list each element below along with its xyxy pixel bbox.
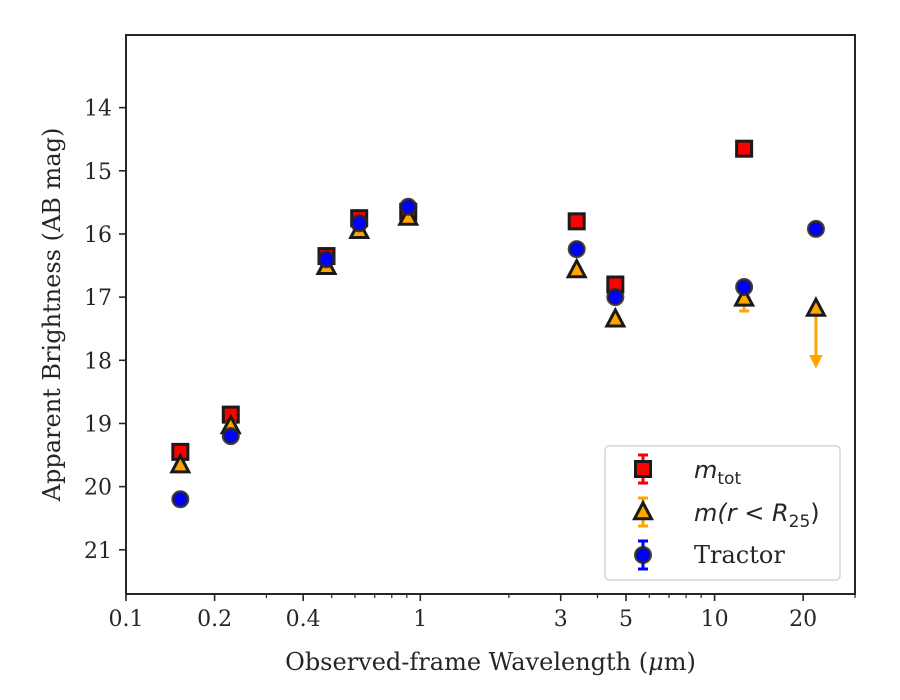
x-tick-label: 0.4 [286, 607, 321, 632]
y-tick-label: 16 [84, 223, 112, 248]
legend-marker-tractor [634, 546, 652, 564]
legend-label-mr25: m(r < R25) [694, 499, 820, 532]
y-tick-label: 17 [84, 286, 112, 311]
legend-label-mtot: mtot [694, 456, 741, 489]
marker-mr25 [565, 257, 588, 279]
marker-tractor [606, 288, 625, 307]
data-markers [169, 139, 827, 509]
legend-box [604, 445, 841, 581]
marker-tractor [350, 214, 369, 233]
y-tick-label: 15 [84, 160, 112, 185]
marker-tractor [399, 197, 418, 216]
y-axis: 14 15 16 17 18 19 20 21 [84, 97, 126, 564]
x-axis-label: Observed-frame Wavelength (μm) [285, 648, 696, 676]
marker-tractor [735, 278, 754, 297]
marker-mtot [735, 139, 754, 158]
marker-tractor [171, 490, 190, 509]
upper-limit-arrow-head [809, 354, 823, 369]
marker-tractor [567, 240, 586, 259]
marker-tractor [806, 219, 825, 238]
marker-tractor [317, 250, 336, 269]
series-tractor [171, 197, 825, 509]
marker-mr25 [804, 295, 827, 317]
legend-marker-mr25 [632, 499, 654, 521]
y-axis-label: Apparent Brightness (AB mag) [38, 128, 66, 503]
x-axis: 0.1 0.2 0.4 1 3 5 10 20 [109, 594, 856, 632]
x-tick-label: 20 [789, 607, 817, 632]
y-tick-label: 14 [84, 97, 112, 122]
x-tick-label: 10 [701, 607, 729, 632]
legend-marker-mtot [634, 460, 652, 478]
marker-mr25 [604, 306, 627, 328]
marker-mtot [567, 212, 586, 231]
x-tick-label: 1 [413, 607, 427, 632]
y-tick-label: 18 [84, 349, 112, 374]
marker-mr25 [169, 452, 192, 474]
x-tick-label: 0.2 [197, 607, 232, 632]
y-tick-label: 20 [84, 476, 112, 501]
x-tick-label: 3 [554, 607, 568, 632]
marker-mr25 [733, 285, 756, 307]
y-tick-label: 19 [84, 412, 112, 437]
x-tick-label: 0.1 [109, 607, 144, 632]
legend-markers [632, 453, 654, 571]
y-tick-label: 21 [84, 539, 112, 564]
legend-label-tractor: Tractor [694, 541, 785, 569]
x-tick-label: 5 [619, 607, 633, 632]
marker-tractor [221, 427, 240, 446]
marker-mr25 [397, 205, 420, 226]
legend: mtot m(r < R25) Tractor [604, 445, 841, 581]
